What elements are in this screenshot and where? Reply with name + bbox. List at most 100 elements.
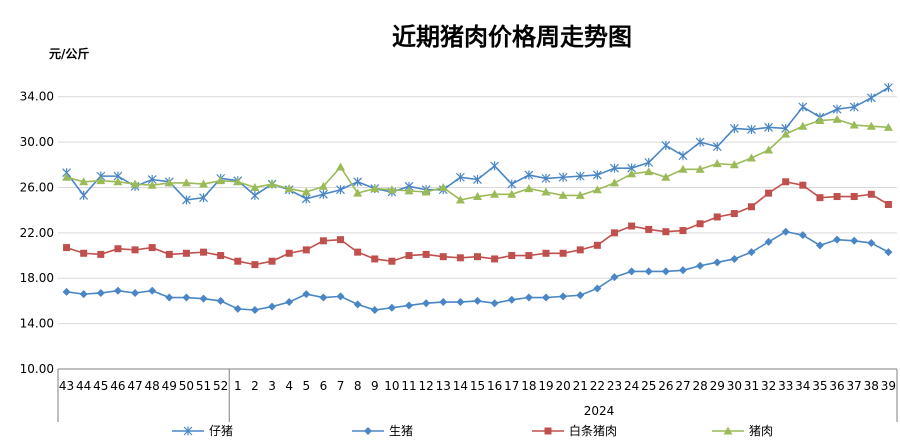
data-point: [439, 298, 448, 307]
data-point: [114, 245, 122, 253]
data-point: [678, 164, 688, 173]
data-point: [695, 137, 705, 147]
x-tick-label: 23: [607, 379, 622, 393]
data-point: [285, 249, 293, 257]
data-point: [199, 193, 208, 203]
x-tick-label: 45: [93, 379, 108, 393]
data-point: [405, 301, 414, 310]
data-point: [439, 253, 447, 261]
data-point: [850, 193, 858, 201]
data-point: [798, 121, 808, 130]
data-point: [593, 241, 601, 249]
x-tick-label: 20: [555, 379, 570, 393]
data-point: [473, 175, 482, 185]
data-point: [62, 287, 71, 296]
data-point: [678, 266, 687, 275]
data-point: [833, 193, 841, 201]
x-tick-label: 15: [470, 379, 485, 393]
data-point: [644, 267, 653, 276]
data-point: [131, 288, 140, 297]
series-group: [62, 83, 893, 314]
data-point: [250, 190, 260, 200]
data-point: [63, 244, 71, 252]
data-point: [318, 189, 328, 199]
data-point: [507, 179, 517, 189]
legend-label: 白条猪肉: [569, 423, 617, 438]
y-tick-label: 30.00: [20, 135, 54, 149]
data-point: [181, 195, 191, 205]
data-point: [576, 246, 584, 254]
data-point: [645, 225, 653, 233]
x-tick-label: 7: [337, 379, 345, 393]
data-point: [592, 170, 602, 180]
data-point: [388, 257, 396, 265]
data-point: [285, 298, 294, 307]
x-tick-label: 8: [354, 379, 362, 393]
data-point: [80, 249, 88, 257]
legend: 仔猪 生猪 白条猪肉 猪肉: [172, 423, 773, 438]
legend-marker: [183, 426, 193, 436]
data-point: [525, 252, 533, 260]
data-point: [849, 102, 859, 112]
x-tick-label: 16: [487, 379, 502, 393]
x-tick-label: 17: [504, 379, 519, 393]
data-point: [490, 299, 499, 308]
x-tick-label: 31: [744, 379, 759, 393]
legend-marker: [364, 427, 372, 435]
data-point: [438, 182, 448, 191]
legend-label: 生猪: [389, 424, 413, 438]
data-point: [610, 163, 619, 173]
data-point: [370, 184, 380, 193]
x-tick-label: 13: [436, 379, 451, 393]
x-tick-label: 36: [829, 379, 844, 393]
data-point: [764, 122, 774, 132]
data-point: [234, 257, 242, 265]
data-point: [661, 140, 671, 150]
x-tick-label: 28: [692, 379, 707, 393]
data-point: [182, 249, 190, 257]
data-point: [712, 142, 722, 152]
x-tick-label: 3: [268, 379, 276, 393]
x-tick-label: 26: [658, 379, 673, 393]
data-point: [455, 195, 465, 204]
legend-label: 猪肉: [749, 424, 773, 438]
x-tick-label: 50: [179, 379, 194, 393]
x-tick-label: 10: [384, 379, 399, 393]
data-point: [387, 185, 397, 194]
data-point: [96, 288, 105, 297]
data-point: [866, 121, 876, 130]
data-point: [867, 190, 875, 198]
x-tick-label: 47: [127, 379, 142, 393]
data-point: [473, 192, 482, 201]
data-point: [284, 184, 294, 193]
data-point: [695, 164, 705, 173]
series-生猪: [62, 227, 893, 314]
data-point: [730, 254, 739, 263]
data-point: [576, 291, 585, 300]
data-point: [696, 220, 704, 228]
series-猪肉: [62, 114, 893, 204]
x-tick-label: 6: [320, 379, 328, 393]
data-point: [62, 172, 72, 181]
data-point: [336, 185, 345, 195]
data-point: [815, 241, 824, 250]
data-point: [542, 249, 550, 257]
data-point: [524, 293, 533, 302]
data-point: [456, 254, 464, 262]
x-tick-label: 4: [285, 379, 293, 393]
data-point: [627, 169, 637, 178]
data-point: [781, 129, 791, 138]
x-tick-label: 12: [418, 379, 433, 393]
x-tick-label: 35: [812, 379, 827, 393]
data-point: [662, 228, 670, 236]
x-tick-label: 22: [590, 379, 605, 393]
data-point: [816, 194, 824, 202]
x-tick-label: 25: [641, 379, 656, 393]
data-point: [609, 178, 619, 187]
data-point: [713, 213, 721, 221]
x-tick-label: 33: [778, 379, 793, 393]
data-point: [798, 231, 807, 240]
x-tick-label: 30: [727, 379, 742, 393]
data-point: [764, 237, 773, 246]
